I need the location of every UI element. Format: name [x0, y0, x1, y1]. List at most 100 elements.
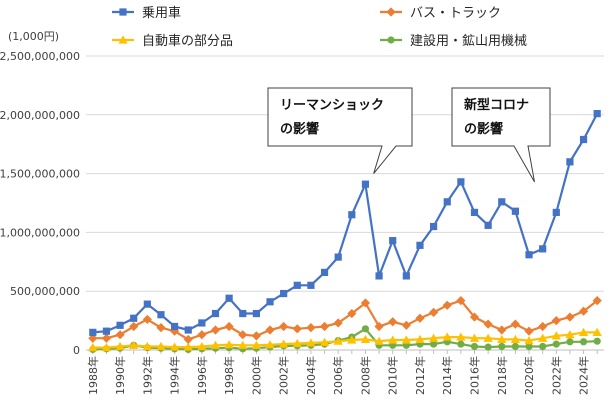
- data-point: [210, 340, 221, 349]
- data-point: [387, 36, 395, 44]
- data-point: [197, 330, 207, 340]
- data-point: [429, 307, 439, 317]
- data-point: [347, 335, 357, 344]
- data-point: [388, 317, 398, 327]
- data-point: [143, 300, 151, 308]
- data-point: [388, 335, 398, 344]
- data-point: [510, 319, 520, 329]
- data-point: [89, 328, 97, 336]
- data-point: [578, 327, 589, 336]
- data-point: [551, 316, 561, 326]
- x-tick-label: 2024年: [577, 356, 591, 395]
- data-point: [566, 158, 574, 166]
- data-point: [118, 35, 128, 44]
- data-point: [307, 281, 315, 289]
- data-point: [525, 251, 533, 259]
- y-axis: 0 500,000,000 1,000,000,000 1,500,000,000 2,…: [0, 50, 80, 357]
- series: [89, 110, 601, 336]
- data-point: [115, 330, 125, 340]
- data-point: [170, 342, 180, 351]
- data-point: [415, 313, 425, 323]
- data-point: [483, 319, 493, 329]
- data-point: [320, 268, 329, 276]
- data-point: [333, 318, 343, 328]
- x-tick-label: 2014年: [440, 356, 454, 395]
- data-point: [401, 320, 411, 330]
- data-point: [197, 341, 207, 351]
- x-tick-label: 2008年: [358, 356, 372, 395]
- data-point: [306, 323, 316, 333]
- legend-item: 建設用・鉱山用機械: [380, 33, 527, 49]
- callout-text: の影響: [280, 121, 319, 137]
- data-point: [184, 326, 192, 334]
- data-point: [483, 333, 493, 342]
- data-point: [538, 321, 548, 332]
- data-point: [198, 319, 206, 327]
- data-point: [416, 241, 424, 249]
- data-point: [130, 314, 138, 322]
- data-point: [469, 333, 480, 342]
- x-tick-label: 1994年: [168, 356, 182, 395]
- data-point: [142, 314, 152, 325]
- data-point: [566, 338, 574, 346]
- data-point: [239, 309, 247, 318]
- data-point: [374, 336, 384, 345]
- data-point: [119, 8, 127, 16]
- data-point: [210, 325, 221, 335]
- data-point: [456, 332, 466, 341]
- data-point: [539, 245, 547, 253]
- data-point: [469, 312, 480, 322]
- data-point: [279, 321, 289, 332]
- data-point: [333, 336, 343, 345]
- data-point: [101, 343, 112, 352]
- x-tick-label: 2020年: [522, 356, 536, 395]
- data-point: [592, 296, 602, 306]
- x-tick-label: 2022年: [549, 356, 563, 395]
- data-point: [430, 340, 438, 348]
- x-tick-label: 1988年: [86, 356, 100, 395]
- data-point: [306, 338, 316, 347]
- x-tick-label: 2002年: [277, 356, 291, 395]
- series-layer: [88, 110, 602, 354]
- x-tick-label: 1998年: [222, 356, 236, 395]
- data-point: [593, 337, 601, 345]
- data-point: [442, 332, 452, 341]
- data-point: [334, 253, 342, 261]
- callout-text: リーマンショック: [280, 98, 384, 113]
- legend-item: 自動車の部分品: [112, 34, 233, 49]
- legend-item: バス・トラック: [380, 6, 501, 21]
- legend-item: 乗用車: [112, 6, 181, 21]
- x-tick-label: 1996年: [195, 356, 209, 395]
- data-point: [225, 294, 233, 302]
- data-point: [374, 321, 384, 332]
- data-point: [430, 222, 438, 231]
- data-point: [511, 207, 519, 215]
- data-point: [183, 342, 193, 351]
- legend-label: 自動車の部分品: [142, 34, 233, 49]
- data-point: [348, 211, 356, 219]
- data-point: [579, 338, 588, 346]
- data-point: [579, 135, 588, 144]
- series: [88, 327, 602, 352]
- data-point: [510, 334, 520, 344]
- data-point: [552, 340, 560, 348]
- y-tick-label: 1,000,000,000: [0, 226, 80, 239]
- callout-text: 新型コロナ: [464, 97, 529, 113]
- data-point: [224, 340, 234, 349]
- data-point: [525, 342, 533, 351]
- data-point: [292, 324, 302, 334]
- x-tick-label: 2012年: [413, 356, 427, 395]
- data-point: [592, 327, 602, 336]
- data-point: [498, 342, 506, 351]
- data-point: [183, 334, 193, 345]
- data-point: [551, 331, 561, 340]
- data-point: [265, 340, 275, 349]
- data-point: [578, 306, 589, 316]
- data-point: [101, 333, 112, 343]
- data-point: [252, 309, 260, 318]
- data-point: [498, 198, 506, 206]
- data-point: [360, 334, 371, 344]
- data-point: [456, 296, 466, 306]
- y-tick-label: 0: [73, 344, 80, 357]
